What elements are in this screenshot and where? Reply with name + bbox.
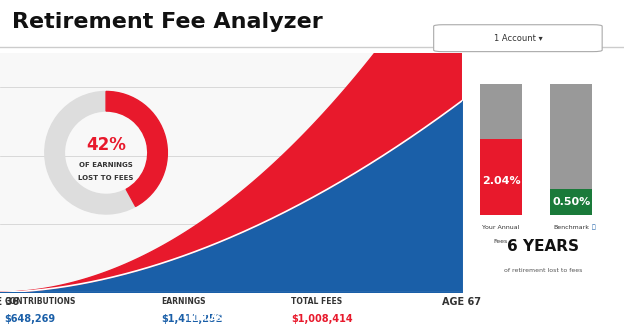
Text: EARNINGS: EARNINGS [162,297,206,306]
Text: Benchmark: Benchmark [553,225,589,230]
FancyBboxPatch shape [434,25,602,51]
Text: Your Annual: Your Annual [482,225,520,230]
FancyBboxPatch shape [550,84,592,189]
Text: 2.04%: 2.04% [482,176,520,186]
Text: $648,269: $648,269 [4,314,56,324]
Text: CONTRIBUTIONS: CONTRIBUTIONS [4,297,76,306]
Text: $1,008,414: $1,008,414 [291,314,353,324]
Text: Talk to an Advisor: Talk to an Advisor [490,304,596,314]
Text: 0.50%: 0.50% [552,197,590,207]
Text: of retirement lost to fees: of retirement lost to fees [504,268,582,273]
Wedge shape [45,91,135,214]
FancyBboxPatch shape [550,189,592,215]
Text: ⓘ: ⓘ [592,225,596,230]
Text: LOST TO FEES: LOST TO FEES [79,176,134,182]
Text: TOTAL FEES: TOTAL FEES [291,297,342,306]
Text: Retirement Fee Analyzer: Retirement Fee Analyzer [12,12,323,33]
Text: Fees: Fees [494,239,508,244]
Text: 42%: 42% [86,136,126,154]
FancyBboxPatch shape [480,139,522,215]
Text: EDIT ASSUMPTIONS: EDIT ASSUMPTIONS [188,314,273,323]
FancyBboxPatch shape [480,84,522,139]
Text: $1,411,252: $1,411,252 [162,314,223,324]
Text: OF EARNINGS: OF EARNINGS [79,162,133,168]
Text: 1 Account ▾: 1 Account ▾ [494,34,542,43]
Wedge shape [106,91,167,207]
Text: 6 YEARS: 6 YEARS [507,239,579,254]
